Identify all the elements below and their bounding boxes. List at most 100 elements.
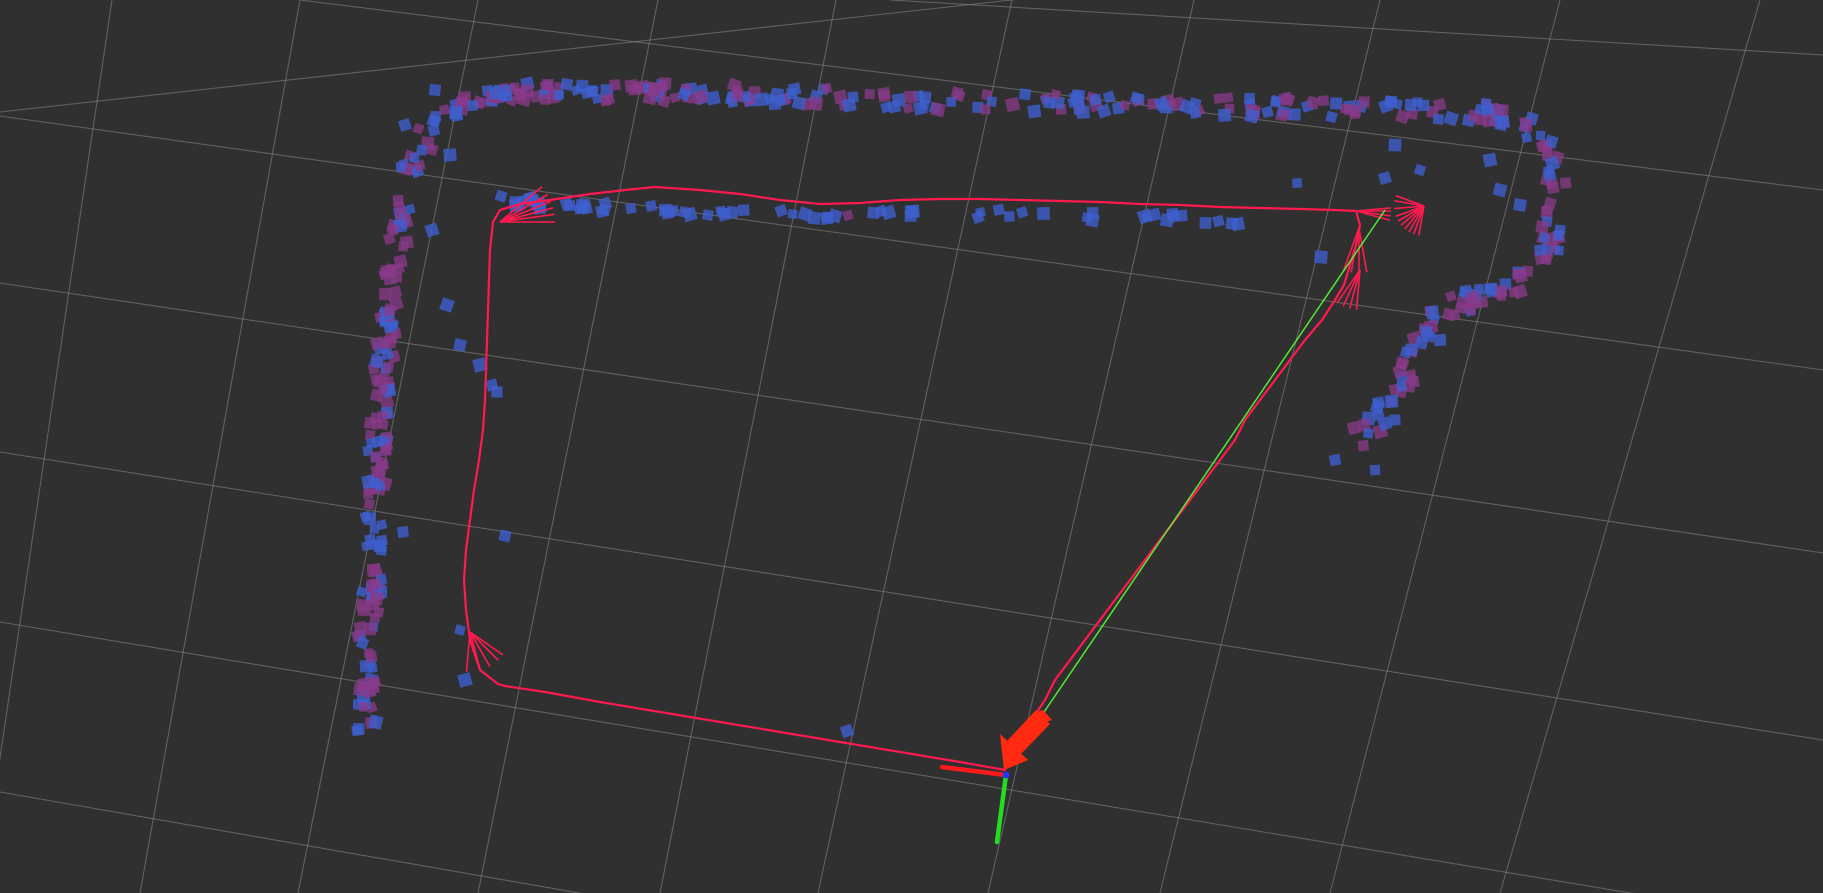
landmark-point: [369, 336, 385, 351]
landmark-point: [1542, 164, 1556, 177]
landmark-point: [374, 480, 386, 492]
landmark-point: [428, 83, 442, 97]
landmark-point: [392, 200, 406, 214]
landmark-point: [1004, 96, 1021, 113]
landmark-point: [657, 93, 672, 109]
landmark-point: [1089, 93, 1102, 106]
landmark-point: [1519, 119, 1533, 132]
branch-line: [1395, 205, 1425, 218]
landmark-point: [1244, 92, 1255, 104]
grid-line: [889, 0, 1823, 56]
landmark-point: [367, 662, 378, 674]
landmark-point: [1372, 396, 1385, 410]
landmark-point: [877, 86, 891, 101]
landmark-point: [1512, 283, 1529, 300]
branch-line: [1404, 205, 1425, 230]
landmark-point: [1349, 108, 1360, 120]
landmark-point: [1377, 170, 1392, 185]
landmark-point: [842, 209, 854, 222]
landmark-point: [358, 701, 369, 713]
branch-line: [469, 631, 482, 671]
landmark-point: [1369, 464, 1381, 476]
branch-line: [499, 193, 549, 223]
landmark-point: [1217, 108, 1232, 122]
landmark-point: [1362, 427, 1374, 439]
axis-x: [939, 764, 1009, 778]
branch-line: [1342, 227, 1360, 271]
landmark-point: [1540, 254, 1552, 265]
landmark-point: [366, 682, 380, 696]
grid-line: [0, 0, 113, 762]
landmark-point: [1189, 107, 1202, 120]
landmark-point: [489, 86, 503, 100]
pose-arrow-icon: [1000, 710, 1052, 770]
landmark-point: [559, 196, 574, 212]
landmark-point: [449, 106, 463, 120]
branch-line: [1412, 205, 1425, 235]
landmark-point: [1222, 92, 1234, 104]
landmark-point: [475, 97, 486, 109]
landmark-point: [1270, 94, 1283, 107]
landmark-point: [971, 210, 985, 225]
landmark-point: [693, 89, 708, 104]
landmark-point: [1384, 394, 1399, 409]
landmark-point: [509, 82, 520, 93]
landmark-point: [1407, 375, 1420, 389]
landmark-point: [443, 148, 457, 162]
landmark-point: [1492, 182, 1508, 198]
landmark-point: [625, 202, 637, 215]
landmark-point: [357, 602, 371, 616]
landmark-point: [397, 117, 412, 132]
landmark-point: [1050, 88, 1062, 100]
landmark-point: [1392, 364, 1408, 379]
landmark-point: [1484, 283, 1496, 295]
landmark-point: [658, 203, 672, 217]
landmark-point: [576, 201, 590, 215]
landmark-point: [1388, 138, 1402, 152]
landmark-point: [864, 89, 875, 100]
landmark-point: [355, 636, 370, 650]
landmark-point: [363, 498, 375, 510]
pose-arrow-body: [1006, 710, 1050, 755]
landmark-point: [1441, 307, 1456, 322]
branch-line: [1397, 205, 1425, 222]
landmark-point: [1377, 416, 1393, 432]
axis-z: [1002, 771, 1010, 779]
landmark-point: [539, 94, 551, 105]
landmark-point: [378, 459, 390, 470]
landmark-point: [1391, 98, 1403, 110]
landmark-point: [457, 672, 473, 688]
landmark-point: [1278, 91, 1294, 107]
branch-line: [1348, 269, 1361, 309]
landmark-point: [395, 161, 407, 173]
landmark-point: [705, 90, 721, 106]
landmark-point: [467, 100, 479, 112]
landmark-point: [880, 101, 893, 114]
landmark-point: [1535, 220, 1550, 234]
landmark-point: [382, 304, 395, 318]
landmark-point: [369, 450, 382, 464]
landmark-point: [631, 80, 645, 93]
grid-line: [0, 791, 583, 893]
grid-line: [299, 0, 1823, 191]
landmark-point: [601, 92, 616, 106]
landmark-point: [1175, 209, 1188, 222]
landmark-point: [397, 241, 409, 252]
landmark-point: [368, 577, 382, 591]
landmark-point: [1481, 114, 1496, 128]
grid-line: [0, 115, 1823, 371]
branch-line: [1408, 205, 1425, 233]
landmark-point: [1520, 132, 1533, 144]
landmark-point: [1129, 91, 1144, 105]
landmark-point: [1119, 99, 1131, 111]
landmark-point: [363, 622, 377, 636]
landmark-point: [774, 203, 788, 218]
landmark-point: [1454, 301, 1467, 314]
branch-line: [1418, 205, 1425, 236]
landmark-point: [791, 95, 807, 111]
landmark-point: [891, 92, 907, 108]
landmark-point: [946, 96, 957, 107]
landmark-point: [382, 361, 394, 373]
